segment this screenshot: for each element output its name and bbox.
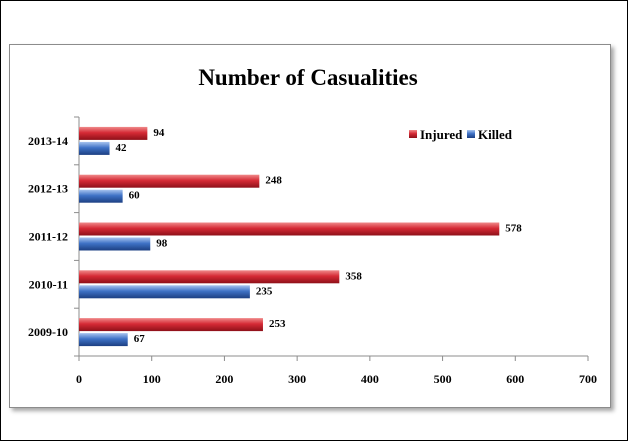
bar-killed-2010-11 <box>79 285 250 299</box>
data-label-injured-2012-13: 248 <box>265 175 282 187</box>
category-label: 2011-12 <box>29 230 68 244</box>
x-tick-label: 600 <box>506 372 524 386</box>
category-label: 2012-13 <box>28 182 68 196</box>
category-label: 2009-10 <box>28 325 68 339</box>
legend-swatch-injured <box>409 130 417 138</box>
category-label: 2010-11 <box>29 277 68 291</box>
axes: 0 100 200 300 400 500 600 700 2009-10 2010-11 2011… <box>28 116 597 386</box>
bar-injured-2010-11 <box>79 270 340 284</box>
x-tick-label: 300 <box>288 372 306 386</box>
labels-layer: 253 67 358 235 578 98 248 60 94 42 <box>116 127 523 345</box>
data-label-injured-2010-11: 358 <box>345 270 362 282</box>
data-label-killed-2009-10: 67 <box>134 333 146 345</box>
x-tick-label: 100 <box>143 372 161 386</box>
data-label-injured-2011-12: 578 <box>505 223 522 235</box>
data-label-killed-2011-12: 98 <box>156 238 168 250</box>
legend-label-killed: Killed <box>478 127 513 142</box>
bar-injured-2012-13 <box>79 174 260 188</box>
x-tick-label: 500 <box>434 372 452 386</box>
bar-killed-2012-13 <box>79 189 123 203</box>
x-tick-label: 0 <box>76 372 82 386</box>
legend-swatch-killed <box>467 130 475 138</box>
chart-title: Number of Casualities <box>198 65 417 90</box>
legend: Injured Killed <box>409 127 513 142</box>
bars-layer <box>79 126 500 347</box>
category-label: 2013-14 <box>28 134 68 148</box>
data-label-killed-2012-13: 60 <box>129 190 141 202</box>
bar-killed-2011-12 <box>79 237 151 251</box>
data-label-killed-2013-14: 42 <box>116 142 128 154</box>
legend-label-injured: Injured <box>420 127 463 142</box>
bar-injured-2011-12 <box>79 222 500 236</box>
x-tick-label: 400 <box>361 372 379 386</box>
bar-killed-2009-10 <box>79 333 128 347</box>
bar-injured-2013-14 <box>79 126 148 140</box>
bar-injured-2009-10 <box>79 318 263 332</box>
data-label-injured-2009-10: 253 <box>269 318 286 330</box>
data-label-injured-2013-14: 94 <box>153 127 165 139</box>
x-tick-label: 700 <box>579 372 597 386</box>
bar-killed-2013-14 <box>79 141 110 155</box>
data-label-killed-2010-11: 235 <box>256 285 273 297</box>
x-tick-label: 200 <box>215 372 233 386</box>
